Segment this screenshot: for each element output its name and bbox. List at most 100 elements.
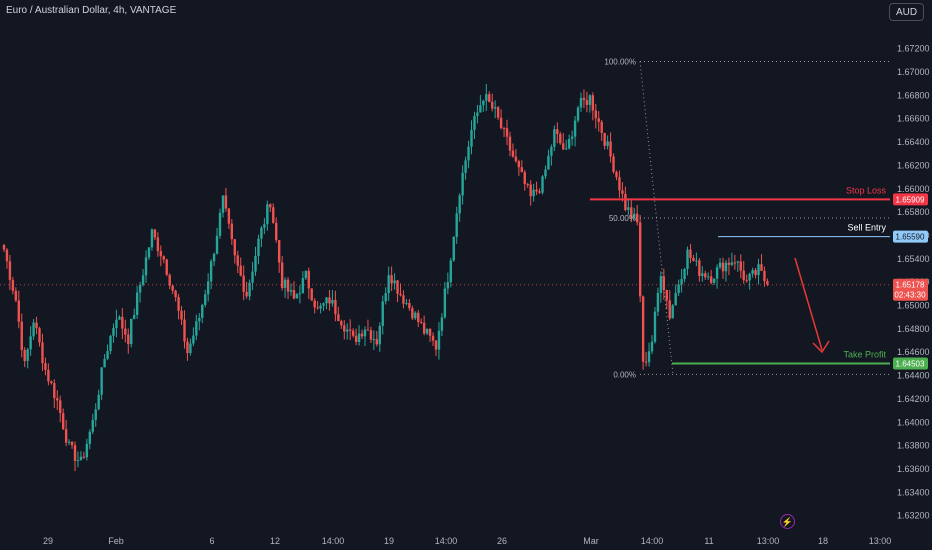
- candle-body: [408, 302, 411, 309]
- candle-body: [641, 296, 645, 362]
- candle-body: [366, 329, 370, 331]
- candle-body: [112, 328, 115, 336]
- candle-body: [505, 128, 509, 137]
- candle-body: [53, 383, 56, 399]
- candle-body: [482, 100, 485, 106]
- candle-body: [402, 295, 405, 304]
- candle-body: [109, 335, 112, 352]
- candle-body: [215, 235, 219, 254]
- candle-body: [535, 189, 538, 192]
- candle-body: [204, 294, 207, 305]
- candle-body: [633, 213, 636, 218]
- x-tick-label: Feb: [108, 536, 124, 546]
- candle-body: [283, 279, 287, 288]
- candle-body: [455, 213, 458, 237]
- candle-body: [337, 314, 340, 322]
- candle-body: [511, 150, 515, 157]
- sell-entry-tag-text: 1.65590: [896, 233, 925, 242]
- candle-body: [56, 398, 59, 401]
- candle-body: [695, 260, 698, 262]
- candle-body: [195, 321, 198, 336]
- candle-body: [17, 300, 20, 322]
- projection-arrow-line: [794, 257, 823, 351]
- candle-body: [106, 351, 109, 359]
- candle-body: [538, 191, 541, 193]
- candle-body: [627, 207, 630, 211]
- candle-body: [206, 281, 210, 295]
- candle-body: [757, 264, 760, 276]
- candle-body: [499, 117, 503, 129]
- fib-level-label: 100.00%: [604, 58, 636, 67]
- candle-body: [704, 273, 707, 278]
- candle-body: [428, 328, 432, 336]
- candle-body: [414, 312, 417, 319]
- candle-body: [763, 270, 766, 282]
- candle-body: [301, 278, 305, 294]
- candle-body: [79, 456, 83, 461]
- candle-body: [351, 330, 355, 336]
- candle-body: [556, 129, 559, 135]
- candle-body: [124, 328, 127, 335]
- candle-body: [298, 293, 302, 295]
- candle-body: [32, 322, 35, 337]
- x-tick-label: 19: [384, 536, 394, 546]
- fib-trend-line: [639, 61, 674, 375]
- candle-body: [550, 146, 553, 156]
- candle-body: [573, 120, 577, 137]
- candle-body: [198, 317, 201, 322]
- candle-body: [100, 367, 103, 395]
- candle-body: [94, 409, 97, 420]
- candle-body: [718, 262, 722, 268]
- candle-body: [245, 291, 248, 297]
- y-tick-label: 1.63400: [897, 487, 930, 497]
- candle-body: [272, 207, 275, 223]
- candle-body: [541, 176, 544, 193]
- candle-body: [698, 260, 701, 277]
- candle-body: [570, 136, 574, 139]
- candle-body: [144, 257, 148, 276]
- y-tick-label: 1.66200: [897, 160, 930, 170]
- candle-body: [236, 255, 239, 266]
- candle-body: [127, 334, 130, 345]
- candle-body: [372, 339, 376, 341]
- candle-body: [230, 223, 234, 240]
- candle-body: [20, 321, 23, 350]
- candle-body: [38, 328, 41, 343]
- candle-body: [393, 280, 396, 284]
- candle-body: [683, 268, 686, 280]
- candle-body: [162, 256, 165, 260]
- y-tick-label: 1.65800: [897, 207, 930, 217]
- y-tick-label: 1.63200: [897, 511, 930, 521]
- candle-body: [85, 443, 89, 458]
- candle-body: [606, 141, 609, 146]
- candle-body: [612, 156, 615, 172]
- candle-body: [130, 318, 133, 345]
- lightning-icon[interactable]: ⚡: [780, 514, 795, 529]
- candle-body: [310, 288, 313, 301]
- candle-body: [422, 322, 426, 334]
- candle-body: [135, 292, 139, 316]
- candle-body: [644, 361, 648, 363]
- candle-body: [464, 160, 467, 173]
- candle-body: [118, 316, 121, 320]
- candle-body: [275, 222, 278, 241]
- candle-body: [730, 262, 734, 265]
- candle-body: [508, 136, 512, 151]
- sell-entry-label: Sell Entry: [847, 223, 886, 233]
- y-tick-label: 1.63600: [897, 464, 930, 474]
- candle-body: [467, 146, 470, 161]
- currency-button[interactable]: AUD: [889, 3, 924, 21]
- current-price-tag-text: 1.65178: [896, 281, 925, 290]
- candle-body: [384, 293, 387, 302]
- candle-body: [502, 128, 506, 130]
- candle-body: [689, 249, 692, 258]
- y-tick-label: 1.64200: [897, 394, 930, 404]
- candle-body: [47, 369, 50, 382]
- candle-body: [529, 184, 532, 197]
- candle-body: [736, 261, 740, 263]
- candle-body: [257, 238, 260, 256]
- take-profit-tag-text: 1.64503: [896, 360, 925, 369]
- candle-body: [328, 297, 331, 304]
- candle-body: [594, 110, 597, 119]
